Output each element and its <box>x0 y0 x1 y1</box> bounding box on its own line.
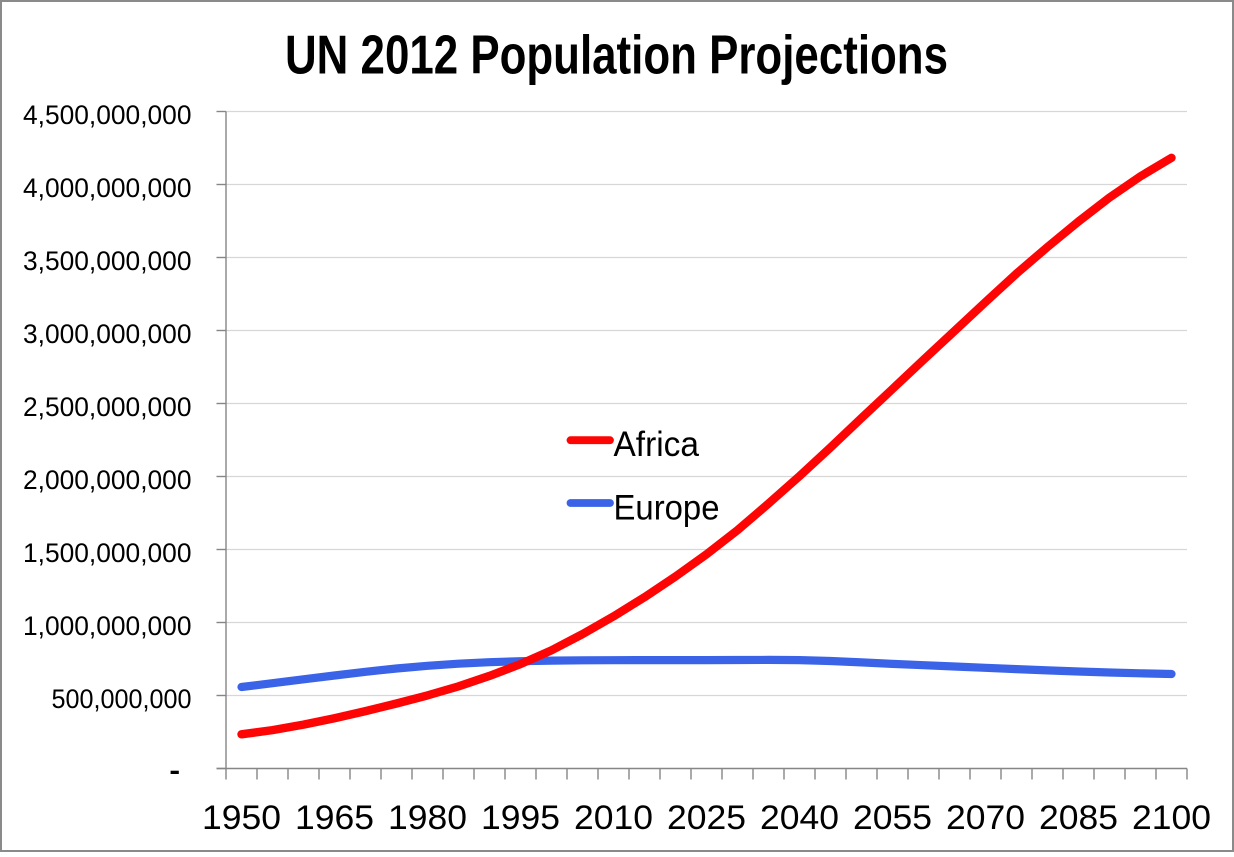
svg-text:1,000,000,000: 1,000,000,000 <box>23 611 192 641</box>
svg-text:2025: 2025 <box>667 799 746 837</box>
svg-text:3,500,000,000: 3,500,000,000 <box>23 246 192 276</box>
svg-text:2100: 2100 <box>1132 799 1211 837</box>
svg-text:UN 2012 Population Projections: UN 2012 Population Projections <box>285 24 948 86</box>
svg-text:1995: 1995 <box>481 799 560 837</box>
svg-text:1950: 1950 <box>202 799 281 837</box>
svg-text:4,000,000,000: 4,000,000,000 <box>23 173 192 203</box>
svg-text:3,000,000,000: 3,000,000,000 <box>23 319 192 349</box>
svg-text:2,500,000,000: 2,500,000,000 <box>23 392 192 422</box>
svg-text:2010: 2010 <box>574 799 653 837</box>
svg-text:Europe: Europe <box>614 489 720 528</box>
svg-text:500,000,000: 500,000,000 <box>52 684 192 714</box>
svg-text:1980: 1980 <box>388 799 467 837</box>
svg-text:2,000,000,000: 2,000,000,000 <box>23 465 192 495</box>
svg-text:1965: 1965 <box>295 799 374 837</box>
svg-text:Africa: Africa <box>614 425 700 464</box>
svg-text:2085: 2085 <box>1039 799 1118 837</box>
svg-text:2055: 2055 <box>853 799 932 837</box>
svg-text:4,500,000,000: 4,500,000,000 <box>23 100 192 130</box>
svg-text:2070: 2070 <box>946 799 1025 837</box>
svg-text:2040: 2040 <box>760 799 839 837</box>
svg-text:1,500,000,000: 1,500,000,000 <box>23 538 192 568</box>
